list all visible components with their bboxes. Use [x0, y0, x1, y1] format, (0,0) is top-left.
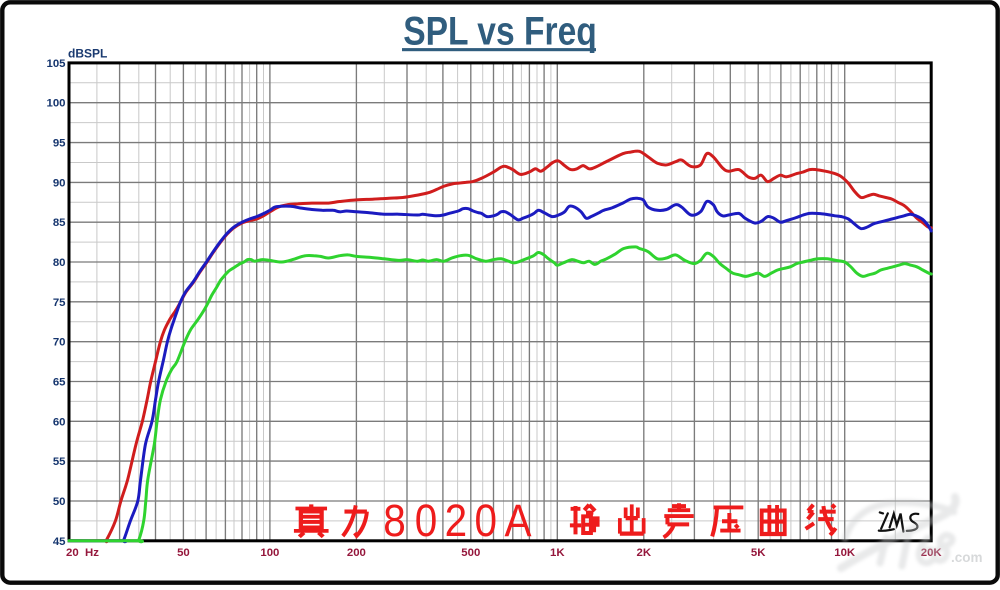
svg-text:200: 200	[347, 547, 366, 559]
svg-text:90: 90	[53, 177, 66, 189]
svg-text:10K: 10K	[834, 547, 856, 559]
svg-text:20 Hz: 20 Hz	[66, 547, 99, 559]
svg-text:500: 500	[461, 547, 480, 559]
svg-text:100: 100	[46, 98, 65, 110]
svg-text:50: 50	[177, 547, 190, 559]
svg-text:75: 75	[53, 297, 66, 309]
svg-text:45: 45	[53, 536, 66, 548]
svg-text:8: 8	[383, 496, 406, 546]
svg-text:65: 65	[53, 377, 66, 389]
svg-text:5K: 5K	[751, 547, 766, 559]
svg-text:70: 70	[53, 337, 66, 349]
svg-text:0: 0	[475, 496, 498, 546]
svg-text:dBSPL: dBSPL	[68, 47, 107, 61]
svg-text:55: 55	[53, 456, 66, 468]
svg-text:.com: .com	[951, 550, 983, 565]
svg-text:50: 50	[53, 496, 66, 508]
svg-text:80: 80	[53, 257, 66, 269]
svg-text:105: 105	[46, 58, 66, 70]
svg-text:A: A	[505, 496, 532, 546]
svg-text:100: 100	[260, 547, 279, 559]
svg-text:1K: 1K	[550, 547, 565, 559]
svg-text:2: 2	[445, 496, 468, 546]
svg-text:2K: 2K	[637, 547, 652, 559]
svg-text:SPL vs Freq: SPL vs Freq	[403, 9, 597, 53]
svg-text:0: 0	[415, 496, 438, 546]
svg-text:95: 95	[53, 138, 66, 150]
svg-text:60: 60	[53, 416, 66, 428]
svg-text:85: 85	[53, 217, 66, 229]
